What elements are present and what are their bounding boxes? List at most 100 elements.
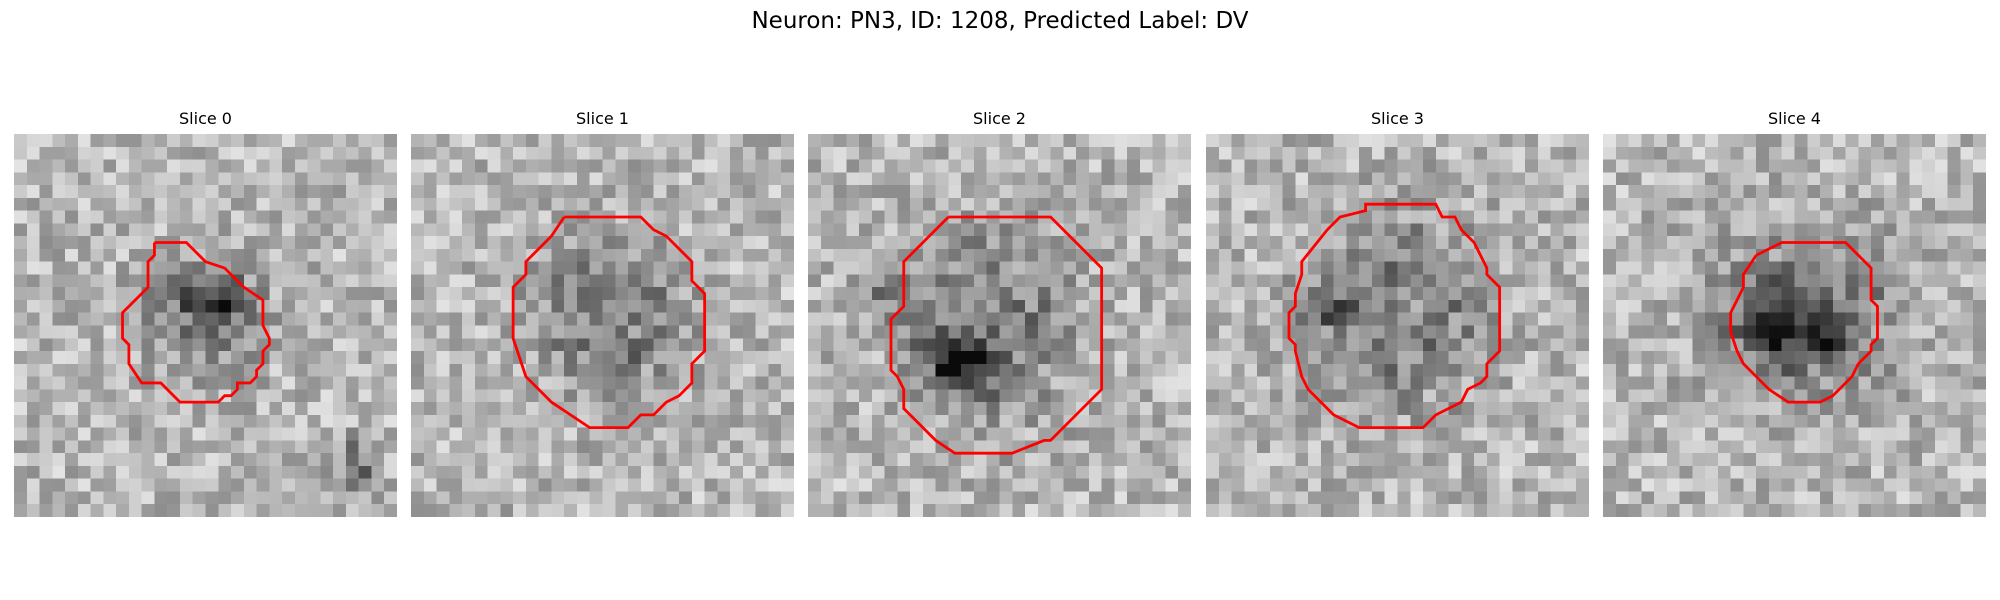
pixel	[935, 402, 949, 416]
pixel	[77, 223, 91, 237]
pixel	[1603, 440, 1617, 454]
pixel	[1410, 363, 1424, 377]
pixel	[26, 134, 40, 148]
pixel	[1178, 236, 1191, 250]
pixel	[538, 491, 552, 505]
pixel	[1756, 287, 1770, 301]
pixel	[1448, 363, 1462, 377]
pixel	[808, 197, 822, 211]
pixel	[192, 453, 206, 467]
pixel	[1934, 197, 1948, 211]
pixel	[871, 491, 885, 505]
pixel	[192, 261, 206, 275]
pixel	[742, 351, 756, 365]
pixel	[1871, 172, 1885, 186]
pixel	[384, 338, 397, 352]
pixel	[487, 427, 501, 441]
pixel	[1603, 236, 1617, 250]
pixel	[1525, 440, 1539, 454]
pixel	[243, 236, 257, 250]
pixel	[333, 376, 347, 390]
pixel	[371, 453, 385, 467]
pixel	[90, 299, 104, 313]
pixel	[449, 236, 463, 250]
pixel	[103, 338, 117, 352]
pixel	[628, 299, 642, 313]
pixel	[1384, 287, 1398, 301]
pixel	[1615, 402, 1629, 416]
pixel	[768, 146, 782, 160]
pixel	[730, 351, 744, 365]
pixel	[1474, 299, 1488, 313]
pixel	[871, 185, 885, 199]
pixel	[1947, 134, 1961, 148]
pixel	[1692, 236, 1706, 250]
pixel	[474, 236, 488, 250]
pixel	[1486, 146, 1500, 160]
pixel	[871, 134, 885, 148]
pixel	[961, 376, 975, 390]
pixel	[602, 376, 616, 390]
pixel	[884, 236, 898, 250]
pixel	[1165, 491, 1179, 505]
pixel	[1333, 453, 1347, 467]
pixel	[1397, 453, 1411, 467]
pixel	[243, 363, 257, 377]
pixel	[1448, 389, 1462, 403]
pixel	[1845, 491, 1859, 505]
pixel	[730, 376, 744, 390]
pixel	[589, 159, 603, 173]
pixel	[39, 427, 53, 441]
pixel	[615, 440, 629, 454]
pixel	[1692, 389, 1706, 403]
pixel	[525, 134, 539, 148]
pixel	[1537, 236, 1551, 250]
pixel	[859, 287, 873, 301]
pixel	[1320, 210, 1334, 224]
pixel	[1692, 491, 1706, 505]
pixel	[755, 287, 769, 301]
pixel	[1947, 223, 1961, 237]
pixel	[141, 453, 155, 467]
pixel	[846, 440, 860, 454]
pixel	[1794, 351, 1808, 365]
pixel	[781, 414, 794, 428]
pixel	[513, 248, 527, 262]
pixel	[910, 274, 924, 288]
pixel	[755, 402, 769, 416]
pixel	[1641, 504, 1655, 517]
pixel	[1705, 146, 1719, 160]
pixel	[871, 363, 885, 377]
pixel	[449, 414, 463, 428]
pixel	[1359, 312, 1373, 326]
pixel	[462, 338, 476, 352]
pixel	[513, 478, 527, 492]
pixel	[1666, 351, 1680, 365]
pixel	[973, 287, 987, 301]
pixel	[345, 491, 359, 505]
pixel	[39, 504, 53, 517]
pixel	[1781, 491, 1795, 505]
pixel	[859, 491, 873, 505]
pixel	[1537, 299, 1551, 313]
pixel	[564, 223, 578, 237]
pixel	[1563, 159, 1577, 173]
pixel	[1730, 261, 1744, 275]
pixel	[423, 363, 437, 377]
pixel	[1218, 376, 1232, 390]
pixel	[1359, 210, 1373, 224]
pixel	[167, 338, 181, 352]
pixel	[1127, 465, 1141, 479]
pixel	[1486, 197, 1500, 211]
pixel	[910, 134, 924, 148]
pixel	[1550, 223, 1564, 237]
pixel	[77, 159, 91, 173]
pixel	[602, 414, 616, 428]
slice-title-3: Slice 3	[1371, 109, 1424, 128]
pixel	[1127, 146, 1141, 160]
pixel	[730, 172, 744, 186]
pixel	[474, 402, 488, 416]
pixel	[294, 236, 308, 250]
pixel	[820, 491, 834, 505]
pixel	[218, 210, 232, 224]
